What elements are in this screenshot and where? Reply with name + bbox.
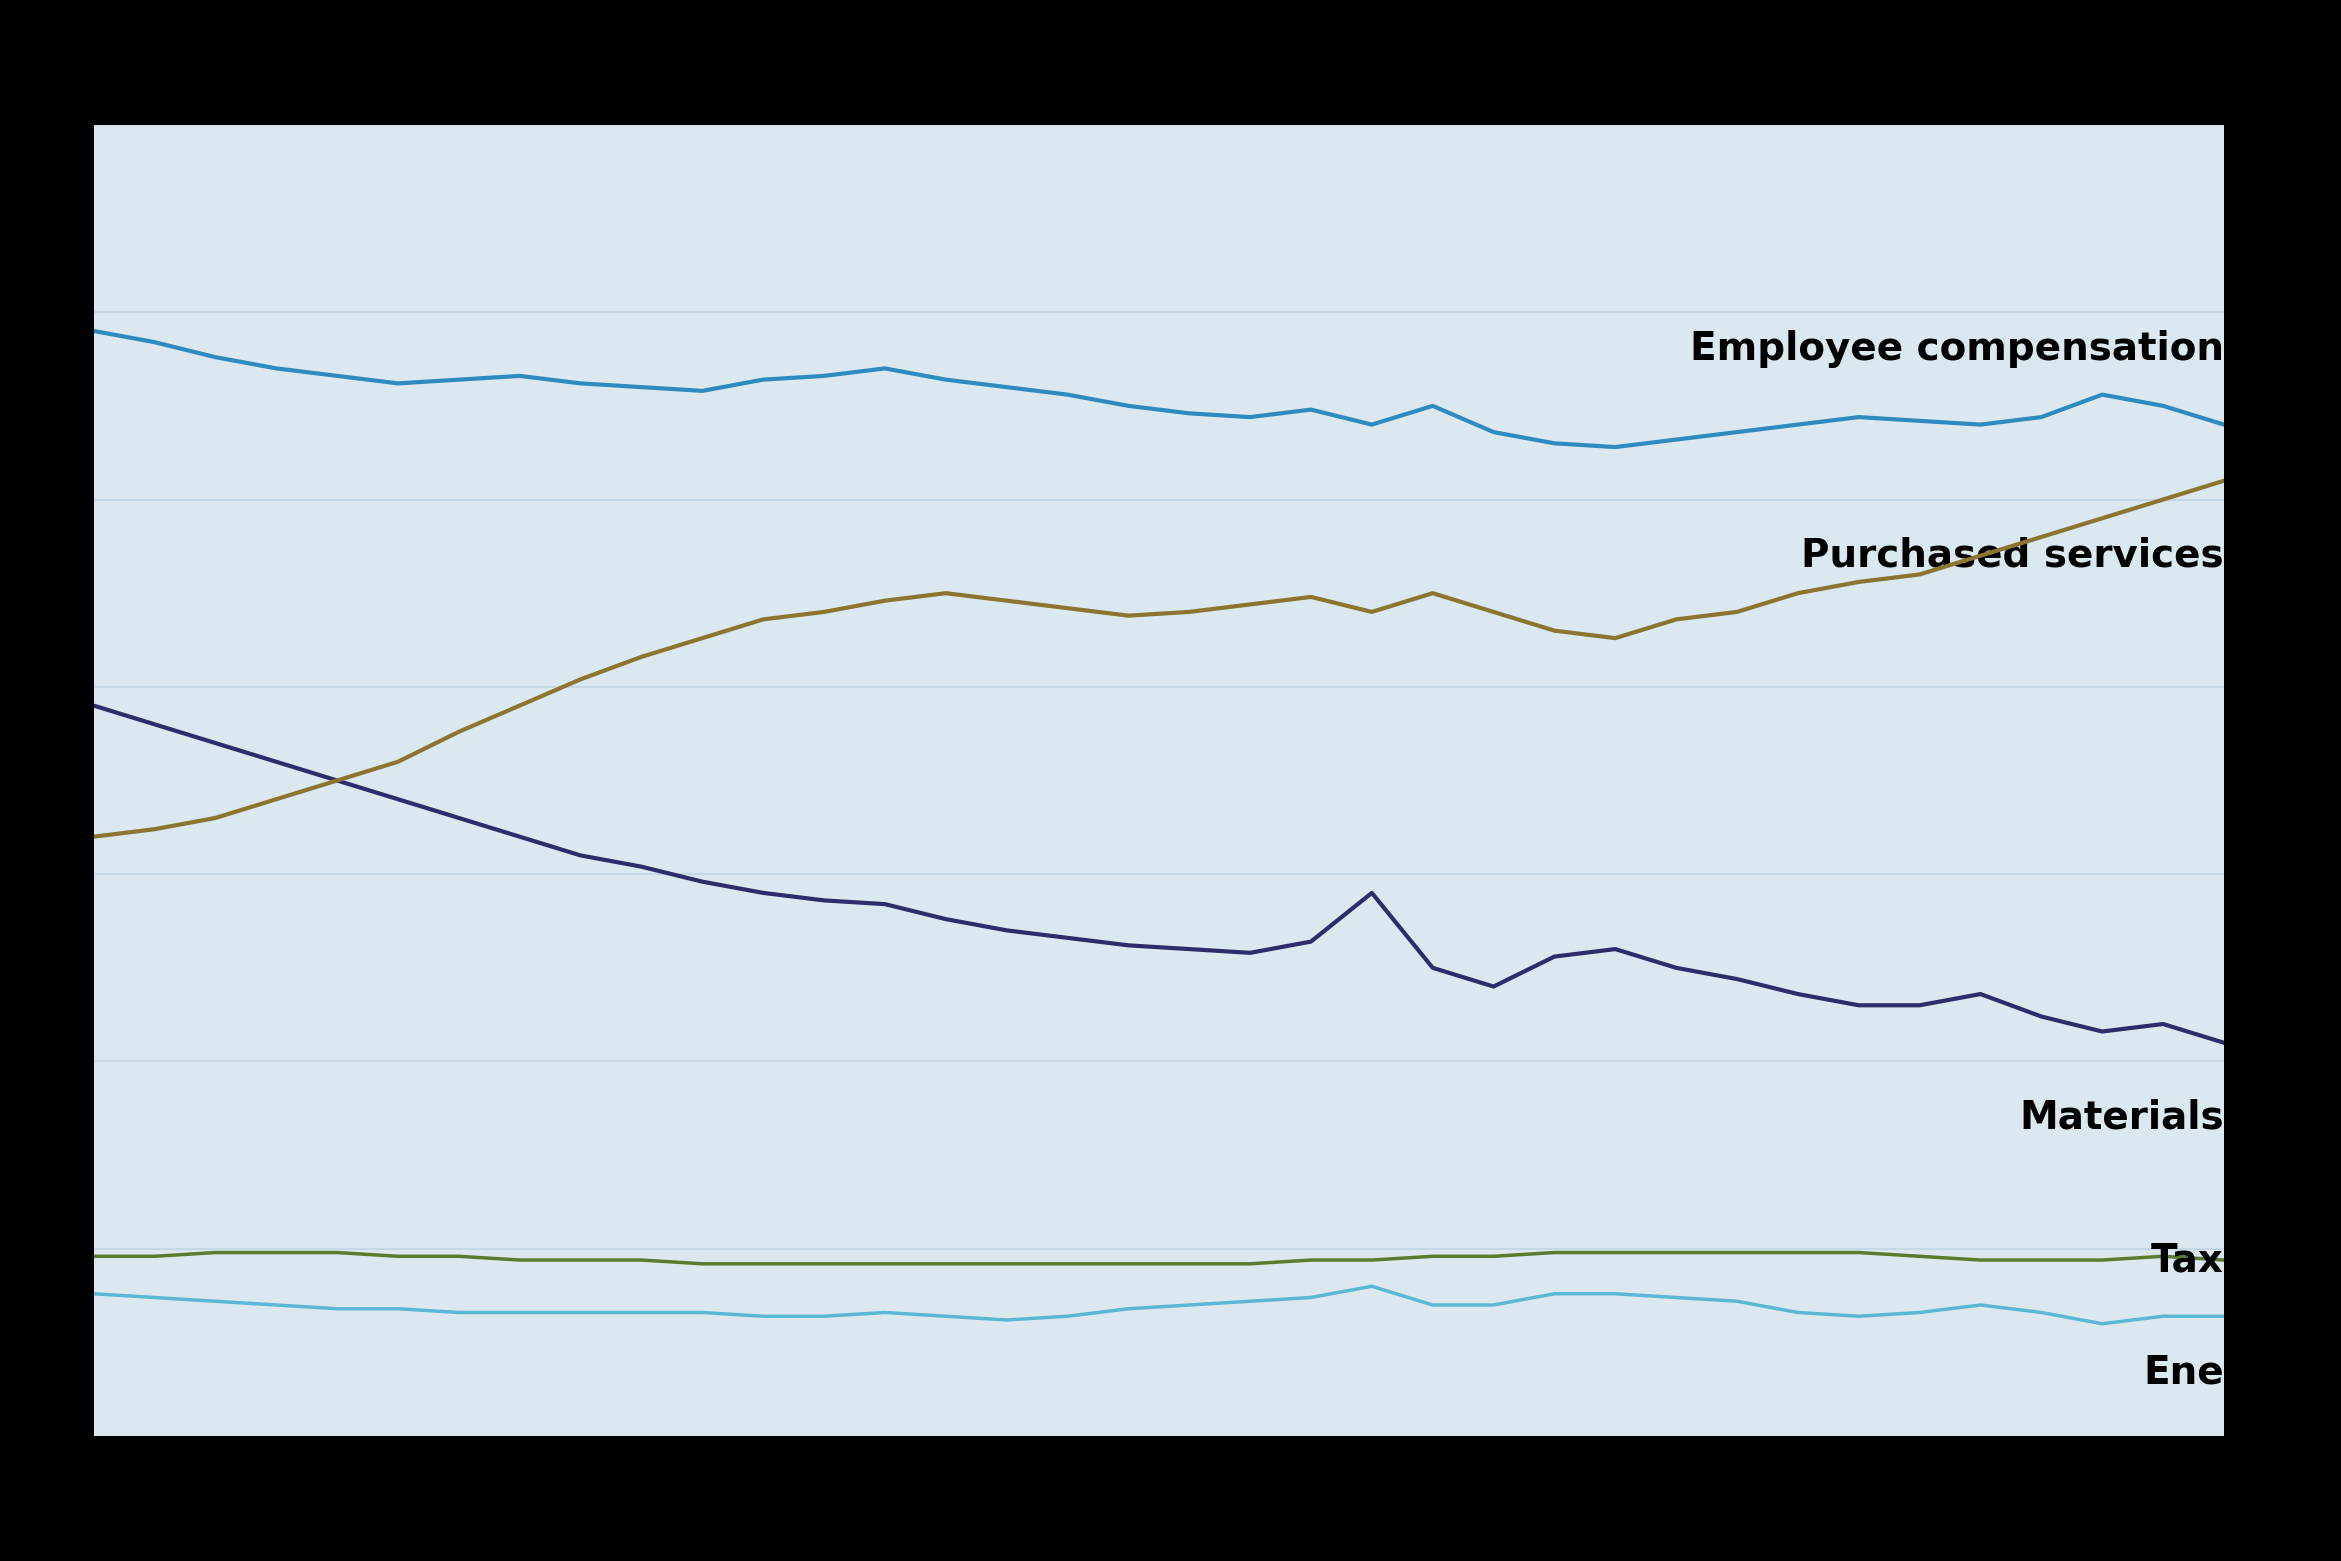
Text: Tax: Tax [2151,1241,2224,1278]
Text: Purchased services: Purchased services [1800,537,2224,574]
Text: Employee compensation: Employee compensation [1690,331,2224,368]
Text: Materials: Materials [2020,1099,2224,1136]
Text: Ene: Ene [2144,1353,2224,1392]
